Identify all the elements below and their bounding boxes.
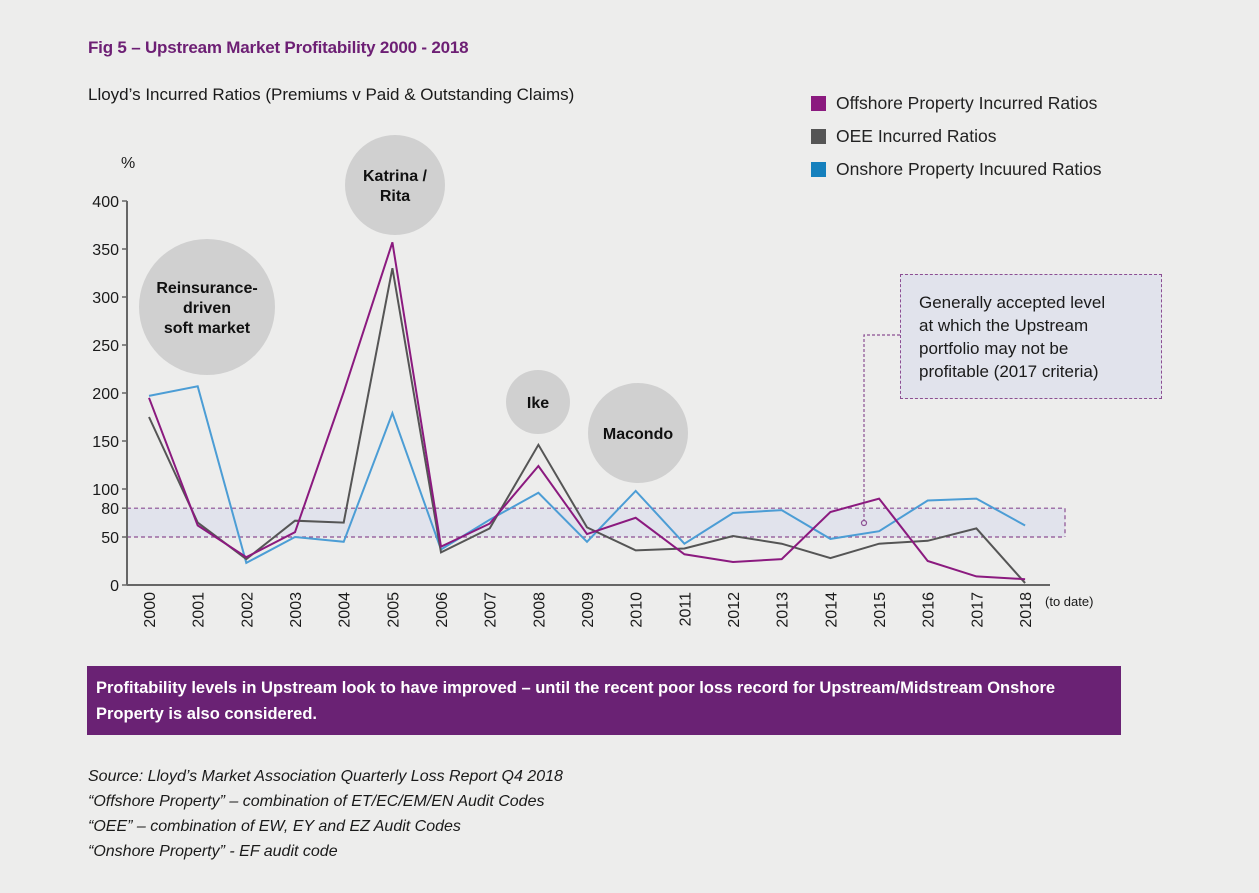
annotation-katrina-rita-label: Rita [380, 188, 410, 205]
x-tick-label: 2002 [239, 592, 256, 628]
annotation-reinsurance-label: soft market [164, 320, 251, 337]
y-axis-label: % [121, 155, 135, 172]
y-tick-label: 350 [92, 242, 119, 259]
annotation-ike-bubble [506, 370, 570, 434]
legend-swatch-oee [811, 128, 826, 144]
callout-connector [863, 334, 900, 520]
x-tick-label: 2018 [1018, 592, 1035, 628]
callout-line: Generally accepted level [919, 293, 1106, 312]
series-oee-line [148, 268, 1026, 584]
x-tick-label: 2015 [872, 592, 889, 628]
source-line: “Offshore Property” – combination of ET/… [88, 793, 545, 810]
legend-item-oee: OEE Incurred Ratios [811, 120, 1102, 152]
callout-line: profitable (2017 criteria) [919, 362, 1099, 381]
legend-label: OEE Incurred Ratios [836, 125, 997, 146]
source-line: “Onshore Property” - EF audit code [88, 843, 338, 860]
legend-label: Onshore Property Incuured Ratios [836, 158, 1102, 179]
y-tick-label: 100 [92, 482, 119, 499]
figure-title: Fig 5 – Upstream Market Profitability 20… [88, 38, 469, 57]
x-tick-label: 2003 [288, 592, 305, 628]
x-tick-label: 2012 [726, 592, 743, 628]
x-tick-label: 2005 [385, 592, 402, 628]
series-onshore-line [148, 385, 1026, 565]
annotation-macondo-label: Macondo [603, 426, 673, 443]
legend: Offshore Property Incurred Ratios OEE In… [811, 86, 1102, 186]
legend-label: Offshore Property Incurred Ratios [836, 92, 1098, 113]
y-tick-label: 50 [101, 530, 119, 547]
x-axis-suffix-label: (to date) [1045, 594, 1093, 609]
x-tick-label: 2016 [921, 592, 938, 628]
chart-subtitle: Lloyd’s Incurred Ratios (Premiums v Paid… [88, 85, 575, 104]
annotation-reinsurance-label: driven [183, 300, 231, 317]
y-tick-label: 80 [101, 501, 119, 518]
annotation-katrina-rita-label: Katrina / [363, 168, 428, 185]
x-tick-label: 2001 [191, 592, 208, 628]
source-line: Source: Lloyd’s Market Association Quart… [88, 768, 563, 785]
x-tick-label: 2014 [823, 592, 840, 628]
callout-line: at which the Upstream [919, 316, 1089, 335]
x-tick-label: 2013 [775, 592, 792, 628]
annotation-reinsurance-bubble [139, 239, 275, 375]
callout-line: portfolio may not be [919, 339, 1069, 358]
x-tick-label: 2008 [531, 592, 548, 628]
annotation-katrina-rita-bubble [345, 135, 445, 235]
annotation-reinsurance-label: Reinsurance- [156, 280, 257, 297]
legend-item-onshore: Onshore Property Incuured Ratios [811, 152, 1102, 186]
y-tick-label: 200 [92, 386, 119, 403]
annotation-macondo-bubble [588, 383, 688, 483]
line-chart: Reinsurance-driven soft market Katrina / Ri… [92, 135, 1093, 628]
x-tick-label: 2000 [142, 592, 159, 628]
x-tick-label: 2007 [483, 592, 500, 628]
source-notes: Source: Lloyd’s Market Association Quart… [88, 764, 563, 864]
y-tick-label: 300 [92, 290, 119, 307]
x-tick-label: 2010 [629, 592, 646, 628]
x-tick-label: 2017 [969, 592, 986, 628]
x-tick-label: 2011 [677, 592, 694, 627]
y-tick-label: 250 [92, 338, 119, 355]
y-tick-label: 150 [92, 434, 119, 451]
annotation-ike-label: Ike [527, 395, 549, 412]
y-tick-label: 0 [110, 578, 119, 595]
legend-item-offshore: Offshore Property Incurred Ratios [811, 86, 1102, 120]
legend-swatch-offshore [811, 95, 826, 111]
series-offshore-line [148, 241, 1026, 581]
y-tick-label: 400 [92, 194, 119, 211]
callout-connector-dot [860, 519, 868, 527]
legend-swatch-onshore [811, 161, 826, 177]
x-tick-label: 2004 [337, 592, 354, 628]
key-insight-banner: Profitability levels in Upstream look to… [87, 666, 1121, 735]
x-tick-label: 2009 [580, 592, 597, 628]
source-line: “OEE” – combination of EW, EY and EZ Aud… [88, 818, 461, 835]
threshold-callout: Generally accepted level at which the Up… [900, 274, 1162, 399]
x-tick-label: 2006 [434, 592, 451, 628]
